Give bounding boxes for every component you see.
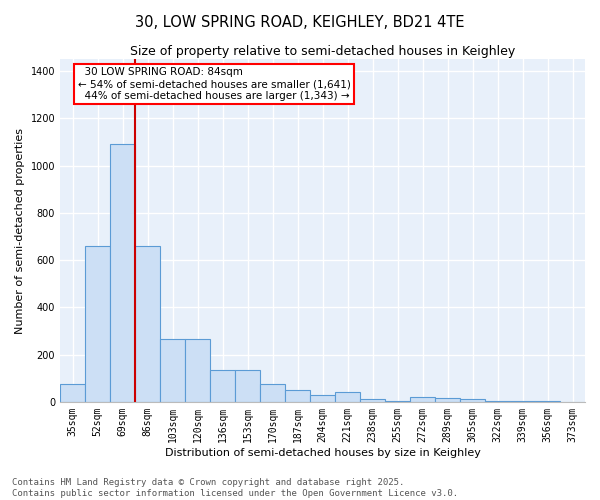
Text: 30 LOW SPRING ROAD: 84sqm
← 54% of semi-detached houses are smaller (1,641)
  44: 30 LOW SPRING ROAD: 84sqm ← 54% of semi-… — [77, 68, 350, 100]
Bar — [385, 400, 410, 402]
X-axis label: Distribution of semi-detached houses by size in Keighley: Distribution of semi-detached houses by … — [164, 448, 481, 458]
Bar — [535, 400, 560, 402]
Bar — [260, 384, 285, 402]
Bar — [85, 246, 110, 402]
Bar — [360, 400, 385, 402]
Text: Contains HM Land Registry data © Crown copyright and database right 2025.
Contai: Contains HM Land Registry data © Crown c… — [12, 478, 458, 498]
Bar — [285, 390, 310, 402]
Bar — [210, 370, 235, 402]
Bar — [335, 392, 360, 402]
Bar — [460, 400, 485, 402]
Bar — [435, 398, 460, 402]
Bar — [485, 400, 510, 402]
Bar — [60, 384, 85, 402]
Bar — [510, 400, 535, 402]
Bar — [235, 370, 260, 402]
Y-axis label: Number of semi-detached properties: Number of semi-detached properties — [15, 128, 25, 334]
Bar — [310, 394, 335, 402]
Bar — [135, 246, 160, 402]
Bar — [410, 397, 435, 402]
Bar — [160, 339, 185, 402]
Bar — [110, 144, 135, 402]
Bar — [185, 339, 210, 402]
Title: Size of property relative to semi-detached houses in Keighley: Size of property relative to semi-detach… — [130, 45, 515, 58]
Text: 30, LOW SPRING ROAD, KEIGHLEY, BD21 4TE: 30, LOW SPRING ROAD, KEIGHLEY, BD21 4TE — [135, 15, 465, 30]
